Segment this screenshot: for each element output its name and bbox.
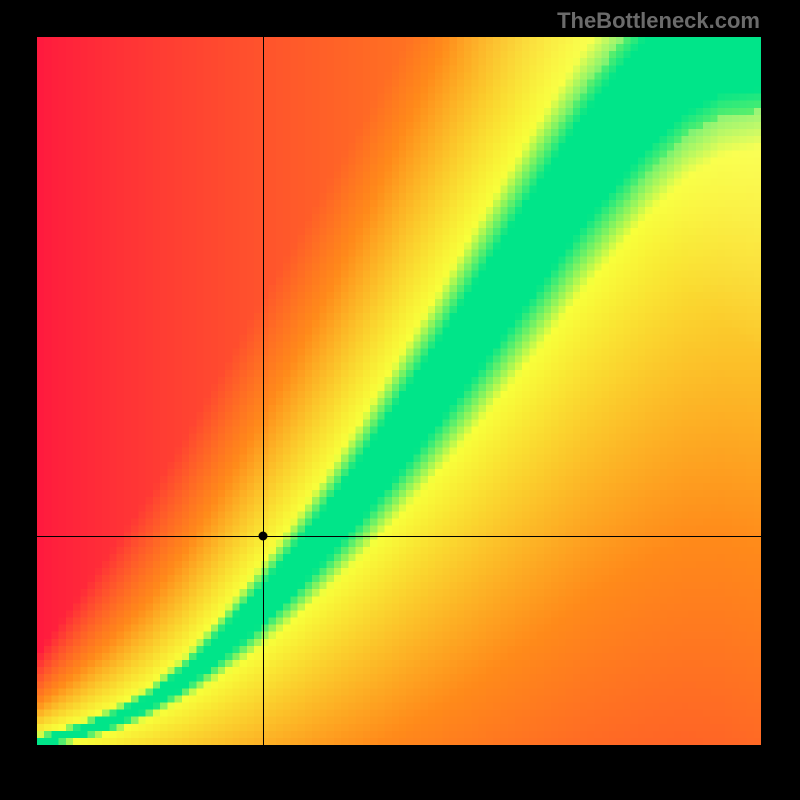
bottleneck-heatmap	[37, 37, 761, 745]
heatmap-plot-area	[37, 37, 761, 745]
crosshair-horizontal	[37, 536, 761, 537]
crosshair-vertical	[263, 37, 264, 745]
watermark-text: TheBottleneck.com	[557, 8, 760, 34]
crosshair-marker	[258, 532, 267, 541]
